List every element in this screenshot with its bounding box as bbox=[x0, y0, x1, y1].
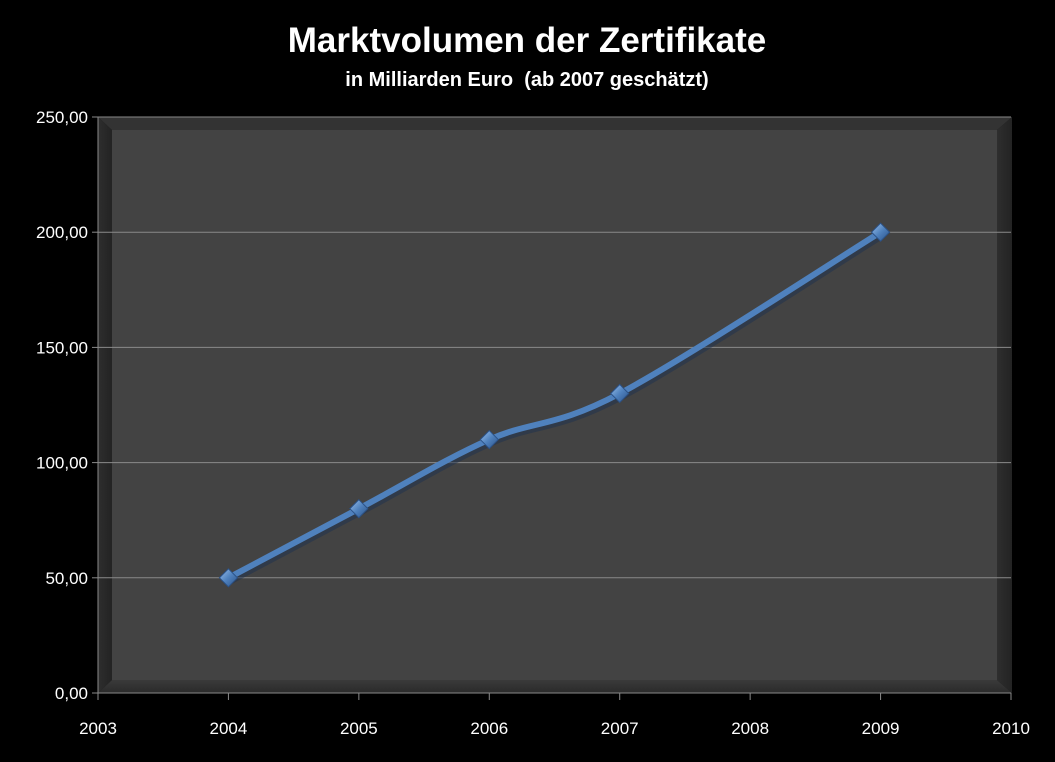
y-tick-label: 100,00 bbox=[36, 454, 88, 473]
plot-inner-wall bbox=[112, 130, 997, 680]
x-tick-label: 2005 bbox=[340, 719, 378, 738]
chart-title: Marktvolumen der Zertifikate bbox=[288, 21, 766, 60]
plot-top-edge bbox=[98, 117, 1012, 130]
plot-area bbox=[98, 117, 1012, 693]
y-tick-label: 50,00 bbox=[45, 569, 88, 588]
data-point-marker bbox=[479, 429, 499, 450]
y-tick-label: 150,00 bbox=[36, 338, 88, 357]
series-line bbox=[225, 229, 884, 581]
series-line-shadow bbox=[226, 231, 887, 585]
gridlines bbox=[98, 116, 1011, 579]
chart-subtitle: in Milliarden Euro (ab 2007 geschätzt) bbox=[345, 69, 708, 91]
data-point-marker bbox=[870, 222, 891, 242]
plot-right-wall bbox=[997, 117, 1012, 693]
x-tick-label: 2008 bbox=[731, 719, 769, 738]
plot-left-wall bbox=[98, 117, 112, 693]
y-tick-label: 200,00 bbox=[36, 223, 88, 242]
data-point-marker bbox=[610, 383, 630, 404]
x-tick-label: 2007 bbox=[601, 719, 639, 738]
x-tick-label: 2010 bbox=[992, 719, 1030, 738]
y-tick-label: 0,00 bbox=[55, 684, 88, 703]
data-point-marker bbox=[349, 498, 369, 519]
x-tick-label: 2006 bbox=[470, 719, 508, 738]
data-point-marker bbox=[218, 568, 239, 588]
x-tick-label: 2003 bbox=[79, 719, 117, 738]
y-tick-label: 250,00 bbox=[36, 108, 88, 127]
series-layer bbox=[218, 222, 891, 588]
x-tick-label: 2004 bbox=[210, 719, 248, 738]
axes: 0,00 50,00 100,00 150,00 200,00 250,00 2003 200… bbox=[36, 108, 1030, 738]
x-tick-label: 2009 bbox=[862, 719, 900, 738]
plot-floor bbox=[98, 680, 1012, 693]
